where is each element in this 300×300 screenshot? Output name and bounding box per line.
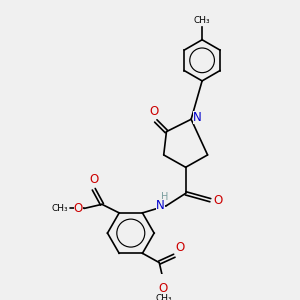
Text: O: O — [176, 241, 185, 254]
Text: N: N — [156, 199, 165, 212]
Text: O: O — [150, 105, 159, 118]
Text: O: O — [159, 282, 168, 295]
Text: N: N — [193, 111, 202, 124]
Text: O: O — [214, 194, 223, 207]
Text: CH₃: CH₃ — [194, 16, 210, 25]
Text: O: O — [89, 173, 98, 186]
Text: CH₃: CH₃ — [155, 294, 172, 300]
Text: CH₃: CH₃ — [52, 204, 68, 213]
Text: H: H — [161, 192, 169, 203]
Text: O: O — [74, 202, 83, 215]
